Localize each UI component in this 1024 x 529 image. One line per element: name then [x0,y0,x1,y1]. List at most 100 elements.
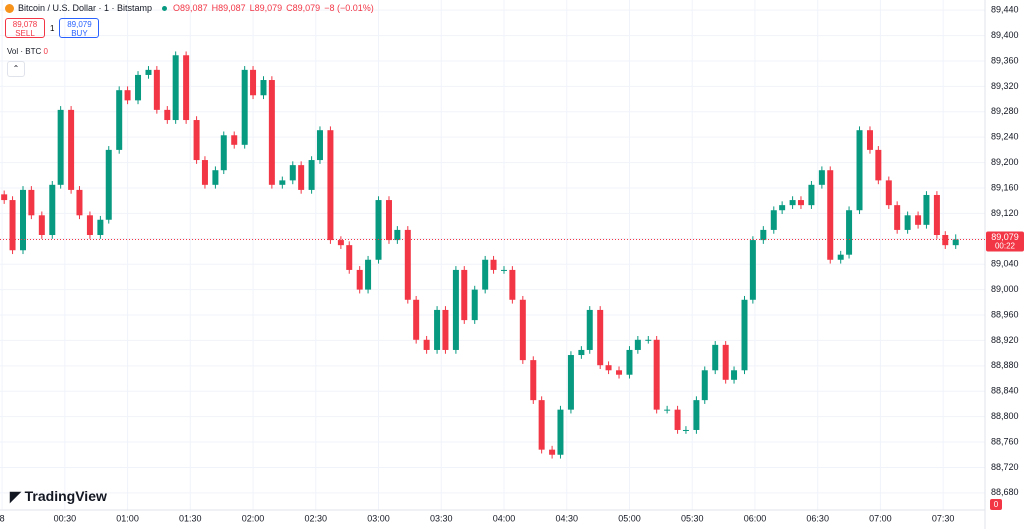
candle-body [452,269,459,350]
candle-body [797,200,804,206]
candle-body [808,184,815,206]
candle-body [241,69,248,145]
candle-body [327,130,334,241]
candle-body [9,200,16,251]
candle-body [164,109,171,121]
volume-label: Vol · BTC [7,47,42,56]
candle-body [20,189,27,251]
y-tick-label: 89,200 [991,157,1019,167]
candle-body [124,90,131,101]
candle-body [952,239,959,246]
candle-body [86,215,93,235]
plot-background [0,0,985,510]
x-tick-label: 05:30 [681,513,704,523]
candle-body [664,409,671,411]
sell-button[interactable]: 89,078 SELL [5,18,45,38]
counter: 0 [990,499,1002,510]
candle-body [153,69,160,110]
candle-body [885,180,892,206]
candle-body [28,189,35,216]
ohlc-close: C89,079 [286,3,321,13]
candle-body [220,135,227,171]
candle-body [557,409,564,455]
candle-body [260,80,267,96]
candle-body [645,339,652,341]
candle-body [289,165,296,181]
candle-body [38,215,45,235]
candle-body [519,299,526,361]
buy-price: 89,079 [67,20,92,29]
candle-body [722,344,729,380]
candle-body [789,200,796,206]
y-tick-label: 89,400 [991,30,1019,40]
ohlc-change: −8 (−0.01%) [324,3,374,13]
price-label-box [986,231,1024,252]
candle-body [682,429,689,431]
candle-body [250,69,257,96]
candle-body [942,234,949,246]
candle-body [501,269,508,271]
x-tick-label: 01:00 [116,513,139,523]
logo-text: TradingView [24,488,107,504]
candle-body [413,299,420,340]
y-tick-label: 89,160 [991,182,1019,192]
candle-body [201,160,208,185]
candle-body [712,344,719,371]
candle-body [779,205,786,211]
candle-body [509,269,516,300]
candle-body [172,55,179,121]
candle-body [442,309,449,350]
x-tick-label: 05:00 [618,513,641,523]
candle-body [538,400,545,450]
candle-body [605,365,612,371]
price-label: 89,079 [991,232,1019,242]
x-tick-label: 02:00 [242,513,265,523]
candle-body [57,109,64,185]
trade-buttons: 89,078 SELL 1 89,079 BUY [5,18,100,38]
y-tick-label: 89,320 [991,81,1019,91]
y-tick-label: 89,120 [991,208,1019,218]
candle-body [346,245,353,270]
y-tick-label: 89,000 [991,284,1019,294]
status-dot [162,5,168,11]
x-tick-label: 03:00 [367,513,390,523]
candle-body [597,309,604,366]
candle-body [616,370,623,375]
candle-body [193,120,200,161]
candle-body [653,339,660,410]
candle-body [693,400,700,430]
x-tick-label: 01:30 [179,513,202,523]
candle-body [837,254,844,260]
candle-body [482,259,489,290]
candle-body [846,210,853,255]
candle-body [634,339,641,350]
candle-body [530,360,537,401]
y-tick-label: 88,680 [991,487,1019,497]
candle-body [105,149,112,220]
buy-button[interactable]: 89,079 BUY [59,18,100,38]
candle-body [394,229,401,241]
legend: Bitcoin / U.S. Dollar · 1 · Bitstamp O89… [5,3,374,13]
x-tick-label: 03:30 [430,513,453,523]
candle-body [827,170,834,260]
symbol-icon [5,3,14,13]
candle-body [68,109,75,190]
collapse-button[interactable]: ⌃ [7,61,25,77]
candle-body [674,409,681,430]
candle-body [337,240,344,246]
candle-body [749,240,756,300]
candle-body [894,205,901,230]
candle-body [279,180,286,185]
candle-body [731,370,738,380]
symbol[interactable]: Bitcoin / U.S. Dollar · 1 · Bitstamp [18,3,153,13]
candle-body [586,309,593,350]
volume-legend: Vol · BTC 0 [7,47,48,56]
candle-body [356,269,363,290]
candle-body [404,229,411,300]
candle-body [423,339,430,350]
candle-body [741,299,748,371]
y-tick-label: 89,360 [991,55,1019,65]
ohlc-high: H89,087 [211,3,246,13]
candle-body [818,170,825,185]
